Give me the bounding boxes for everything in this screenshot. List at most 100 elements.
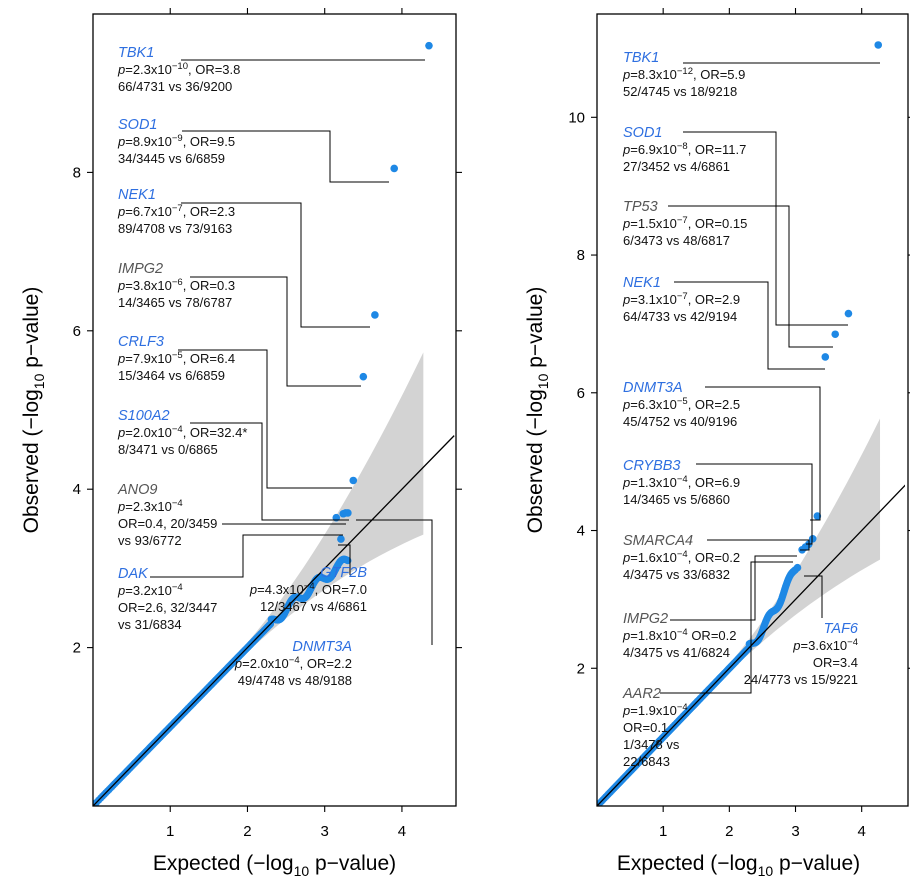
x-tick-label: 3 [791,823,799,840]
gene-stat-line: OR=0.4, 20/3459 [118,516,217,531]
plot-frame [596,13,909,807]
gene-label-impg2: IMPG2 [118,261,163,277]
gene-stat-line: 12/3467 vs 4/6861 [260,599,367,614]
gene-stat-pvalue: p=2.3x10−10, OR=3.8 [117,61,240,77]
annotation-connector [705,386,821,521]
gene-stat-pvalue: p=8.9x10−9, OR=9.5 [117,133,235,149]
gene-point-sod1 [844,309,853,318]
gene-stat-line: 89/4708 vs 73/9163 [118,221,232,236]
p-value-base: =2.0x10 [242,656,289,671]
confidence-band [232,352,424,668]
p-value-exponent: −4 [289,655,300,666]
gene-stat-pvalue: p=1.6x10−4, OR=0.2 [622,549,740,565]
gene-stat-line: 49/4748 vs 48/9188 [238,673,352,688]
x-axis-label: Expected (−log10 p−value) [617,852,860,879]
p-value-exponent: −4 [677,474,688,485]
gene-label-dak: DAK [118,566,149,582]
gene-point-crlf3 [349,476,358,485]
gene-stat-line: 52/4745 vs 18/9218 [623,84,737,99]
p-value-rest: , OR=11.7 [688,142,747,157]
gene-point-nek1 [371,311,379,319]
gene-label-impg2: IMPG2 [623,611,668,627]
p-value-rest: , OR=2.5 [688,397,740,412]
p-value-base: =1.3x10 [630,475,677,490]
x-tick-label: 4 [398,823,406,840]
gene-label-s100a2: S100A2 [118,408,170,424]
annotation-connector [178,349,352,489]
p-symbol: p [622,67,630,82]
gene-stat-line: 64/4733 vs 42/9194 [623,309,737,324]
p-symbol: p [117,351,125,366]
x-axis-label-subscript: 10 [758,863,774,879]
plot-area [597,41,905,806]
gene-point-crybb3 [808,534,817,543]
gene-label-dnmt3a: DNMT3A [292,639,352,655]
p-symbol: p [622,628,630,643]
p-value-rest: , OR=2.2 [300,656,352,671]
gene-label-taf6: TAF6 [824,621,859,637]
gene-point-dnmt3a [813,512,822,520]
gene-label-smarca4: SMARCA4 [623,533,693,549]
y-axis-label-main: Observed (−log [20,389,43,533]
p-value-rest: , OR=9.5 [183,134,235,149]
gene-stat-pvalue: p=2.0x10−4, OR=32.4* [117,424,247,440]
p-symbol: p [622,475,630,490]
p-value-rest: OR=0.2 [688,628,737,643]
gene-stat-pvalue: p=2.3x10−4​ [117,498,183,514]
y-tick-label: 4 [577,523,585,540]
y-tick-label: 2 [577,660,585,677]
gene-point-nek1 [821,353,830,361]
x-axis-label: Expected (−log10 p−value) [153,852,396,879]
gene-stat-pvalue: p=1.8x10−4 OR=0.2 [622,627,736,643]
annotation-connector [338,544,351,575]
annotation-connector [356,519,433,645]
p-value-rest: , OR=32.4* [183,425,248,440]
annotation-connector [668,205,833,348]
p-value-exponent: −4 [172,498,183,509]
gene-label-aar2: AAR2 [622,686,661,702]
gene-label-sod1: SOD1 [118,117,158,133]
gene-stat-line: 24/4773 vs 15/9221 [744,672,858,687]
p-value-rest: , OR=0.2 [688,550,740,565]
gene-point-gtf2b [337,535,345,543]
p-value-exponent: −4 [304,581,315,592]
p-value-base: =6.9x10 [630,142,677,157]
gene-stat-pvalue: p=3.6x10−4​ [792,637,858,653]
y-tick-label: 2 [73,640,81,657]
p-value-exponent: −10 [172,61,188,72]
p-symbol: p [117,278,125,293]
p-value-exponent: −12 [677,66,693,77]
gene-stat-line: vs 93/6772 [118,533,182,548]
gene-stat-line: 45/4752 vs 40/9196 [623,414,737,429]
p-value-base: =2.3x10 [125,499,172,514]
gene-stat-pvalue: p=6.9x10−8, OR=11.7 [622,141,746,157]
reference-line [93,435,455,806]
annotation-connector [804,575,823,618]
y-tick-label: 8 [577,247,585,264]
x-axis-label-end: p−value) [309,852,396,875]
p-value-base: =4.3x10 [257,582,304,597]
y-axis-label-subscript: 10 [31,373,47,389]
gene-stat-pvalue: p=4.3x10−4, OR=7.0 [249,581,367,597]
p-value-base: =8.3x10 [630,67,677,82]
gene-stat-line: 8/3471 vs 0/6865 [118,442,218,457]
gene-point-taf6 [793,563,802,572]
gene-stat-pvalue: p=6.7x10−7, OR=2.3 [117,203,235,219]
p-value-base: =3.8x10 [125,278,172,293]
gene-stat-line: 27/3452 vs 4/6861 [623,159,730,174]
p-value-exponent: −9 [172,133,183,144]
gene-label-nek1: NEK1 [118,187,156,203]
gene-stat-pvalue: p=3.1x10−7, OR=2.9 [622,291,740,307]
x-tick-label: 1 [659,823,667,840]
p-value-base: =7.9x10 [125,351,172,366]
annotation-connector [683,131,848,326]
gene-stat-line: 34/3445 vs 6/6859 [118,151,225,166]
annotation-connector [674,281,825,370]
p-symbol: p [792,638,800,653]
p-value-base: =2.0x10 [125,425,172,440]
p-symbol: p [117,134,125,149]
plot-frame [92,13,457,807]
p-value-base: =1.9x10 [630,703,677,718]
